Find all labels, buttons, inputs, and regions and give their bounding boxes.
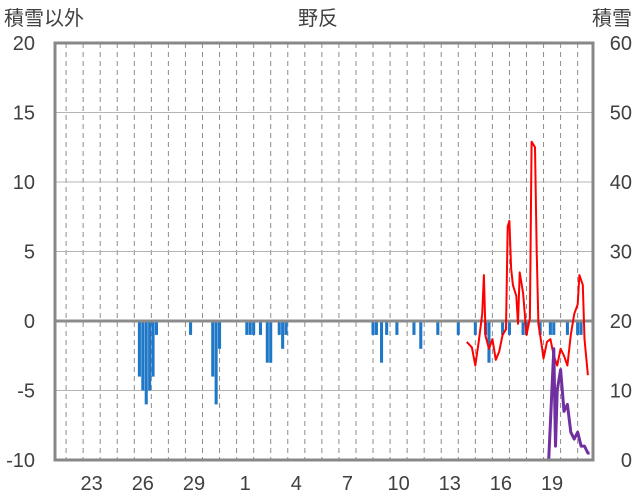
bar (151, 321, 155, 377)
left-tick-label: 15 (13, 103, 35, 125)
bar (258, 321, 263, 335)
bar (538, 321, 542, 335)
left-axis-title: 積雪以外 (4, 7, 84, 30)
right-tick-label: 30 (610, 242, 632, 264)
left-tick-label: -10 (6, 450, 35, 472)
left-tick-label: -5 (17, 381, 35, 403)
bar (144, 321, 148, 405)
bar (565, 321, 569, 335)
right-tick-label: 40 (610, 172, 632, 194)
bar (281, 321, 285, 349)
bar (277, 321, 281, 335)
bar (436, 321, 440, 335)
bar (141, 321, 145, 391)
left-tick-label: 10 (13, 172, 35, 194)
right-tick-label: 10 (610, 381, 632, 403)
x-tick-label: 26 (132, 473, 154, 495)
bar (371, 321, 375, 335)
bar (154, 321, 158, 335)
bar (380, 321, 384, 363)
right-tick-label: 50 (610, 103, 632, 125)
bar (218, 321, 222, 349)
bar (245, 321, 249, 335)
bar (214, 321, 218, 405)
right-axis-tick-labels: 60 50 40 30 20 10 0 (610, 33, 632, 472)
bar (211, 321, 215, 377)
bar (395, 321, 399, 335)
x-tick-label: 10 (387, 473, 409, 495)
left-tick-label: 20 (13, 33, 35, 55)
bar (579, 321, 583, 335)
bar (265, 321, 269, 363)
x-tick-label: 16 (490, 473, 512, 495)
x-axis-tick-labels: 23 26 29 1 4 7 10 13 16 19 (81, 473, 564, 495)
x-tick-label: 13 (439, 473, 461, 495)
bar (487, 321, 491, 363)
x-tick-label: 1 (240, 473, 251, 495)
temperature-line (466, 140, 589, 376)
bar (456, 321, 460, 335)
left-axis-tick-labels: 20 15 10 5 0 -5 -10 (6, 33, 35, 472)
bar (521, 321, 525, 335)
x-tick-label: 7 (342, 473, 353, 495)
right-tick-label: 0 (621, 450, 632, 472)
right-tick-label: 60 (610, 33, 632, 55)
bar (576, 321, 580, 335)
bar (248, 321, 252, 335)
snow-depth-line (466, 347, 590, 462)
bar (189, 321, 193, 335)
bar (385, 321, 389, 335)
x-tick-label: 19 (541, 473, 563, 495)
x-tick-label: 4 (291, 473, 302, 495)
left-tick-label: 0 (24, 311, 35, 333)
x-tick-label: 23 (81, 473, 103, 495)
bar (252, 321, 256, 335)
bar (507, 321, 511, 335)
line-series (466, 140, 590, 462)
bar (419, 321, 423, 349)
bar (269, 321, 273, 363)
chart-title: 野反 (298, 7, 338, 30)
plot-frame (53, 41, 595, 462)
bar (548, 321, 552, 335)
right-axis-title: 積雪 (592, 7, 632, 30)
bar (501, 321, 505, 335)
bar (412, 321, 416, 335)
bar (284, 321, 288, 335)
left-tick-label: 5 (24, 242, 35, 264)
bar (374, 321, 378, 335)
bar (137, 321, 141, 377)
x-tick-label: 29 (183, 473, 205, 495)
bar (148, 321, 152, 391)
bar (473, 321, 477, 335)
right-tick-label: 20 (610, 311, 632, 333)
bar (552, 321, 556, 335)
